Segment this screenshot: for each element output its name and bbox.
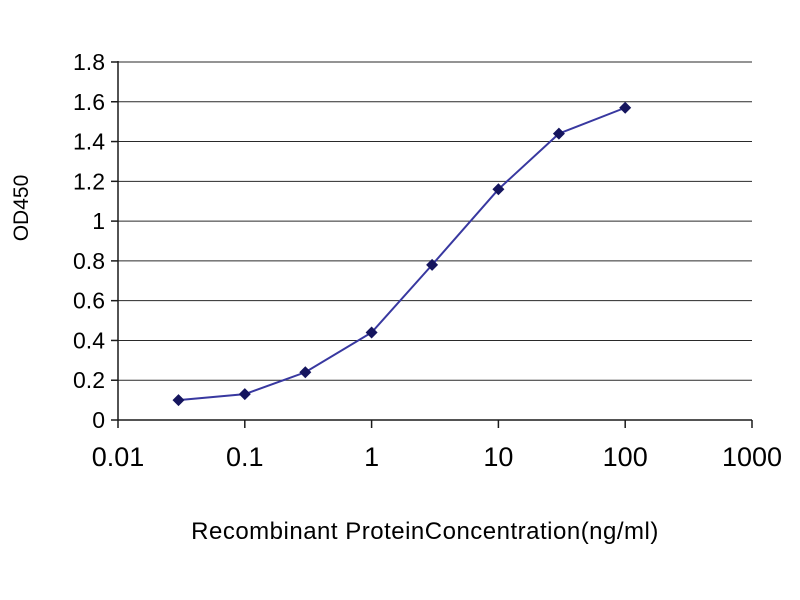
y-tick-label: 0.8 — [73, 248, 105, 274]
data-point-marker — [426, 258, 439, 271]
y-tick-label: 0.4 — [73, 327, 105, 353]
x-tick-label: 100 — [603, 442, 648, 472]
y-tick-label: 1.2 — [73, 168, 105, 194]
data-point-marker — [238, 388, 251, 401]
data-point-marker — [552, 127, 565, 140]
y-tick-label: 1.8 — [73, 49, 105, 75]
x-tick-label: 10 — [483, 442, 513, 472]
y-tick-label: 0 — [92, 407, 105, 433]
data-point-marker — [619, 101, 632, 114]
data-point-marker — [172, 394, 185, 407]
x-tick-label: 0.01 — [92, 442, 145, 472]
x-tick-label: 0.1 — [226, 442, 264, 472]
data-point-marker — [492, 183, 505, 196]
data-point-marker — [365, 326, 378, 339]
y-axis-title: OD450 — [10, 174, 33, 242]
series-line — [178, 106, 626, 402]
y-tick-label: 0.2 — [73, 367, 105, 393]
y-tick-label: 0.6 — [73, 288, 105, 314]
x-axis-title: Recombinant ProteinConcentration(ng/ml) — [191, 518, 659, 545]
y-tick-label: 1 — [92, 208, 105, 234]
y-tick-label: 1.4 — [73, 129, 105, 155]
x-tick-label: 1000 — [722, 442, 782, 472]
y-tick-label: 1.6 — [73, 89, 105, 115]
x-tick-label: 1 — [364, 442, 379, 472]
data-point-marker — [299, 366, 312, 379]
